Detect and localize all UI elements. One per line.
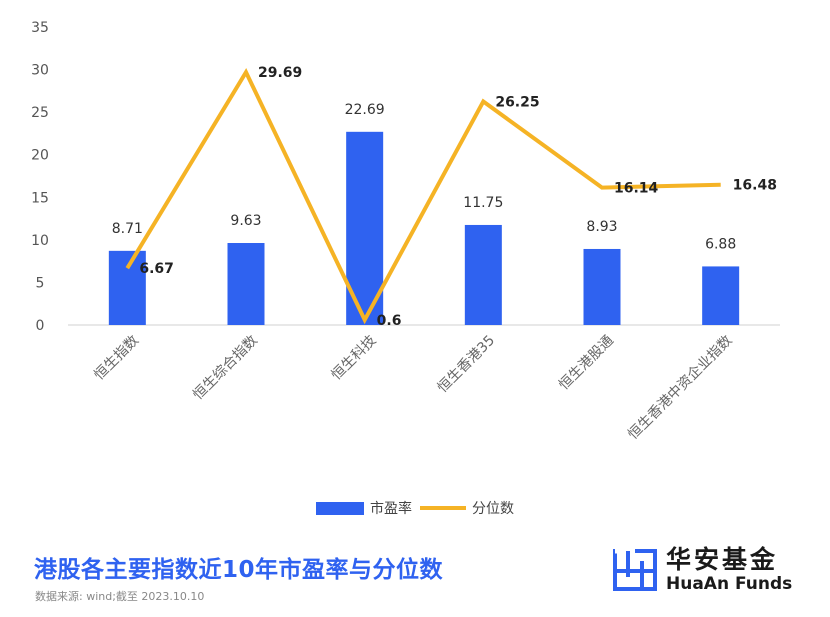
bar [583, 248, 621, 325]
bar-value-label: 8.93 [586, 219, 617, 235]
brand: 华安基金 HuaAn Funds [612, 546, 792, 594]
bar-value-label: 22.69 [345, 102, 385, 118]
category-label: 恒生指数 [91, 333, 142, 384]
y-tick-label: 15 [31, 190, 49, 206]
bar-value-label: 6.88 [705, 236, 736, 252]
chart: 0 5 10 15 20 25 30 35 8.71 9.63 22.69 11.75 8.93 6.8… [31, 20, 780, 443]
brand-name-cn: 华安基金 [666, 545, 779, 574]
legend-line-swatch [420, 506, 466, 510]
bar [464, 224, 502, 325]
huaan-logo-icon [613, 548, 657, 591]
line-value-label: 0.6 [377, 313, 402, 329]
bar [108, 250, 146, 325]
line-value-label: 6.67 [139, 261, 174, 277]
line-value-label: 16.48 [733, 178, 777, 194]
bar-labels: 8.71 9.63 22.69 11.75 8.93 6.88 [112, 102, 737, 253]
bar-value-label: 8.71 [112, 221, 143, 237]
line-value-label: 26.25 [495, 95, 539, 111]
data-source: 数据来源: wind;截至 2023.10.10 [35, 590, 205, 603]
bar-value-label: 11.75 [463, 195, 503, 211]
bar [702, 266, 740, 325]
y-tick-label: 5 [36, 275, 45, 291]
legend-line-label: 分位数 [472, 501, 514, 517]
legend-bar-swatch [316, 501, 364, 515]
legend: 市盈率 分位数 [0, 498, 830, 518]
percentile-line [125, 68, 721, 325]
y-tick-label: 0 [36, 318, 45, 334]
brand-name-en: HuaAn Funds [666, 574, 793, 594]
legend-item-bar: 市盈率 [316, 498, 412, 518]
bars [108, 131, 740, 325]
y-tick-label: 10 [31, 233, 49, 249]
y-tick-label: 35 [31, 20, 49, 36]
category-label: 恒生综合指数 [190, 333, 261, 404]
bar [227, 243, 265, 325]
chart-title: 港股各主要指数近10年市盈率与分位数 [34, 557, 444, 583]
line-value-label: 16.14 [614, 181, 659, 197]
line-value-label: 29.69 [258, 65, 302, 81]
y-tick-label: 25 [31, 105, 49, 121]
category-label: 恒生香港中资企业指数 [624, 332, 735, 443]
y-tick-label: 30 [31, 63, 49, 79]
y-tick-label: 20 [31, 148, 49, 164]
category-label: 恒生科技 [329, 333, 380, 384]
y-axis: 0 5 10 15 20 25 30 35 [31, 20, 49, 334]
bar-value-label: 9.63 [230, 213, 261, 229]
legend-bar-label: 市盈率 [370, 501, 412, 517]
line-labels: 6.67 29.69 0.6 26.25 16.14 16.48 [139, 65, 777, 329]
legend-item-line: 分位数 [420, 498, 514, 518]
category-labels: 恒生指数 恒生综合指数 恒生科技 恒生香港35 恒生港股通 恒生香港中资企业指数 [91, 332, 735, 443]
category-label: 恒生港股通 [556, 333, 617, 394]
category-label: 恒生香港35 [435, 333, 499, 397]
